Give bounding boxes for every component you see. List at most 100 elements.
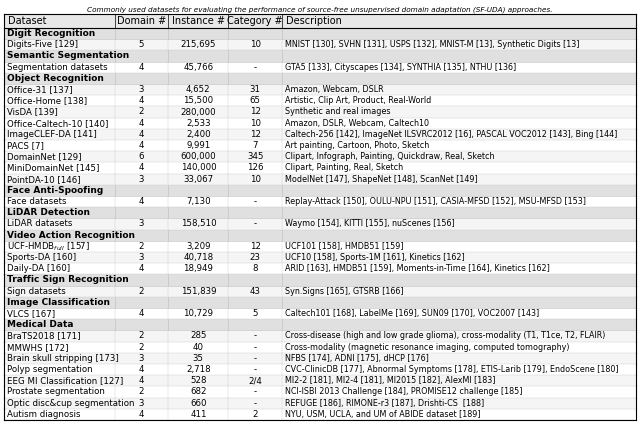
Text: Domain #: Domain # <box>117 16 166 26</box>
Text: 15,500: 15,500 <box>183 96 213 105</box>
Text: -: - <box>253 388 257 396</box>
Text: NFBS [174], ADNI [175], dHCP [176]: NFBS [174], ADNI [175], dHCP [176] <box>285 354 429 363</box>
Text: 4: 4 <box>139 164 144 172</box>
Text: 2,718: 2,718 <box>186 365 211 374</box>
Text: Brain skull stripping [173]: Brain skull stripping [173] <box>7 354 119 363</box>
Text: 7,130: 7,130 <box>186 197 211 206</box>
Text: 9,991: 9,991 <box>186 141 211 150</box>
Text: 10: 10 <box>250 40 260 49</box>
Text: 3: 3 <box>139 253 144 262</box>
Text: 12: 12 <box>250 242 260 251</box>
Text: 2,533: 2,533 <box>186 119 211 128</box>
Text: Replay-Attack [150], OULU-NPU [151], CASIA-MFSD [152], MSU-MFSD [153]: Replay-Attack [150], OULU-NPU [151], CAS… <box>285 197 586 206</box>
Text: 4: 4 <box>139 62 144 72</box>
Text: Clipart, Infograph, Painting, Quickdraw, Real, Sketch: Clipart, Infograph, Painting, Quickdraw,… <box>285 152 495 161</box>
Text: REFUGE [186], RIMONE-r3 [187], Drishti-CS  [188]: REFUGE [186], RIMONE-r3 [187], Drishti-C… <box>285 399 484 408</box>
Text: 3: 3 <box>139 85 144 94</box>
Text: -: - <box>253 365 257 374</box>
Bar <box>4 14 636 28</box>
Bar <box>4 286 636 297</box>
Text: Dataset: Dataset <box>8 16 47 26</box>
Text: NCI-ISBI 2013 Challenge [184], PROMISE12 challenge [185]: NCI-ISBI 2013 Challenge [184], PROMISE12… <box>285 388 523 396</box>
Text: -: - <box>253 343 257 352</box>
Bar <box>4 39 636 51</box>
Text: 10: 10 <box>250 119 260 128</box>
Bar <box>4 386 636 398</box>
Text: 4: 4 <box>139 309 144 318</box>
Text: Object Recognition: Object Recognition <box>7 74 104 83</box>
Text: 4: 4 <box>139 376 144 385</box>
Bar <box>4 319 636 330</box>
Text: 6: 6 <box>139 152 144 161</box>
Bar <box>4 398 636 409</box>
Text: Autism diagnosis: Autism diagnosis <box>7 410 81 419</box>
Text: 2: 2 <box>139 388 144 396</box>
Text: 600,000: 600,000 <box>180 152 216 161</box>
Text: Art painting, Cartoon, Photo, Sketch: Art painting, Cartoon, Photo, Sketch <box>285 141 429 150</box>
Text: 3: 3 <box>139 175 144 183</box>
Bar <box>4 185 636 196</box>
Text: CVC-ClinicDB [177], Abnormal Symptoms [178], ETIS-Larib [179], EndoScene [180]: CVC-ClinicDB [177], Abnormal Symptoms [1… <box>285 365 619 374</box>
Text: 4: 4 <box>139 197 144 206</box>
Text: Description: Description <box>286 16 342 26</box>
Text: Medical Data: Medical Data <box>7 320 74 329</box>
Text: 682: 682 <box>190 388 207 396</box>
Text: 285: 285 <box>190 331 207 341</box>
Text: 5: 5 <box>252 309 258 318</box>
Bar <box>4 62 636 73</box>
Bar <box>4 196 636 207</box>
Bar <box>4 218 636 230</box>
Text: 2: 2 <box>139 287 144 296</box>
Text: 4: 4 <box>139 264 144 273</box>
Text: -: - <box>253 220 257 228</box>
Text: MNIST [130], SVHN [131], USPS [132], MNIST-M [13], Synthetic Digits [13]: MNIST [130], SVHN [131], USPS [132], MNI… <box>285 40 580 49</box>
Bar <box>4 117 636 129</box>
Text: UCF10 [158], Sports-1M [161], Kinetics [162]: UCF10 [158], Sports-1M [161], Kinetics [… <box>285 253 465 262</box>
Text: 4: 4 <box>139 365 144 374</box>
Bar <box>4 230 636 241</box>
Text: 280,000: 280,000 <box>180 107 216 117</box>
Text: Segmentation datasets: Segmentation datasets <box>7 62 108 72</box>
Text: 411: 411 <box>190 410 207 419</box>
Text: 65: 65 <box>250 96 260 105</box>
Text: BraTS2018 [171]: BraTS2018 [171] <box>7 331 81 341</box>
Text: Polyp segmentation: Polyp segmentation <box>7 365 93 374</box>
Text: Amazon, DSLR, Webcam, Caltech10: Amazon, DSLR, Webcam, Caltech10 <box>285 119 429 128</box>
Text: PointDA-10 [146]: PointDA-10 [146] <box>7 175 81 183</box>
Text: MI2-2 [181], MI2-4 [181], MI2015 [182], AlexMI [183]: MI2-2 [181], MI2-4 [181], MI2015 [182], … <box>285 376 495 385</box>
Text: Instance #: Instance # <box>172 16 225 26</box>
Text: 7: 7 <box>252 141 258 150</box>
Text: Video Action Recognition: Video Action Recognition <box>7 231 135 240</box>
Text: Caltech101 [168], LabelMe [169], SUN09 [170], VOC2007 [143]: Caltech101 [168], LabelMe [169], SUN09 [… <box>285 309 540 318</box>
Text: LiDAR datasets: LiDAR datasets <box>7 220 72 228</box>
Text: 3: 3 <box>139 399 144 408</box>
Text: 3: 3 <box>139 354 144 363</box>
Text: Sign datasets: Sign datasets <box>7 287 66 296</box>
Text: 10: 10 <box>250 175 260 183</box>
Text: 4,652: 4,652 <box>186 85 211 94</box>
Text: 151,839: 151,839 <box>180 287 216 296</box>
Bar <box>4 84 636 95</box>
Bar <box>4 28 636 39</box>
Text: 215,695: 215,695 <box>180 40 216 49</box>
Text: Amazon, Webcam, DSLR: Amazon, Webcam, DSLR <box>285 85 384 94</box>
Text: 18,949: 18,949 <box>184 264 213 273</box>
Text: VLCS [167]: VLCS [167] <box>7 309 55 318</box>
Text: -: - <box>253 354 257 363</box>
Text: PACS [7]: PACS [7] <box>7 141 44 150</box>
Text: 528: 528 <box>190 376 207 385</box>
Text: Digit Recognition: Digit Recognition <box>7 29 95 38</box>
Text: Face datasets: Face datasets <box>7 197 67 206</box>
Text: 2: 2 <box>139 343 144 352</box>
Text: 3,209: 3,209 <box>186 242 211 251</box>
Text: 12: 12 <box>250 107 260 117</box>
Text: 2: 2 <box>139 107 144 117</box>
Text: 5: 5 <box>139 40 144 49</box>
Text: Face Anti-Spoofing: Face Anti-Spoofing <box>7 186 103 195</box>
Text: 3: 3 <box>139 220 144 228</box>
Text: 4: 4 <box>139 96 144 105</box>
Text: Sports-DA [160]: Sports-DA [160] <box>7 253 76 262</box>
Text: Semantic Segmentation: Semantic Segmentation <box>7 51 129 60</box>
Text: ARID [163], HMDB51 [159], Moments-in-Time [164], Kinetics [162]: ARID [163], HMDB51 [159], Moments-in-Tim… <box>285 264 550 273</box>
Bar <box>4 375 636 386</box>
